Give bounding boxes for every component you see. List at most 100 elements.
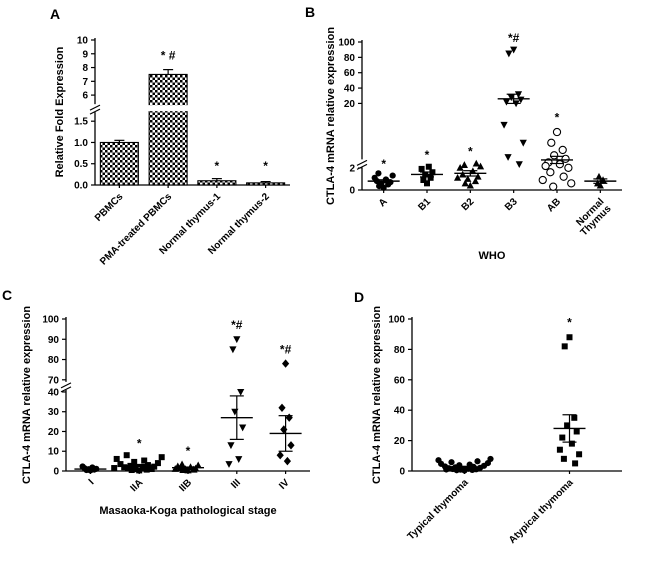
triangle-down-marker (227, 442, 235, 450)
square-marker (573, 428, 580, 435)
significance-annotation: * # (161, 48, 176, 62)
square-marker (158, 454, 165, 461)
x-category-label: PBMCs (93, 191, 126, 224)
triangle-marker (472, 159, 480, 167)
circle-marker (375, 170, 382, 177)
square-marker (117, 461, 124, 468)
y-tick-label: 80 (48, 355, 60, 366)
triangle-down-marker (229, 346, 237, 354)
square-marker (141, 457, 148, 464)
axis-break-slash (356, 159, 368, 166)
diamond-marker (283, 456, 291, 466)
significance-annotation: * (468, 144, 473, 158)
triangle-marker (466, 181, 474, 189)
triangle-down-marker (504, 154, 512, 161)
y-tick-label: 100 (42, 315, 59, 326)
axes: 0 2 20 40 60 80 100 A B1 B2 B3 AB NormalThymus (338, 38, 622, 238)
square-marker (121, 464, 128, 471)
triangle-marker (464, 175, 472, 182)
axes: 0 20 40 60 80 100 Typical thymoma Atypical thym… (388, 315, 622, 546)
y-tick-label: 40 (394, 406, 406, 417)
x-category-label: B3 (503, 196, 520, 213)
square-marker (136, 467, 143, 474)
significance-annotation: * (567, 316, 572, 330)
x-category-label: B1 (416, 196, 433, 213)
circle-marker (435, 457, 442, 464)
y-tick-label: 0.0 (74, 181, 88, 192)
axis-break-slash (60, 386, 72, 393)
square-marker (561, 343, 568, 350)
y-tick-label: 20 (394, 436, 406, 447)
diamond-marker (280, 425, 288, 434)
panel-d-plot: 0 20 40 60 80 100 Typical thymoma Atypical thym… (388, 315, 622, 546)
square-marker (123, 452, 130, 459)
square-marker (427, 174, 434, 181)
panel-d-letter: D (354, 289, 365, 305)
y-tick-label: 20 (344, 99, 356, 110)
square-marker (564, 422, 571, 429)
panel-b-x-axis-title: WHO (478, 250, 506, 262)
y-tick-label: 80 (344, 53, 356, 64)
y-tick-label: 6 (82, 91, 88, 102)
square-marker (560, 455, 567, 462)
circle-marker (371, 174, 378, 181)
x-category-label: IIA (129, 477, 146, 494)
y-tick-label: 7 (82, 77, 88, 88)
significance-annotation: * (263, 159, 268, 173)
square-marker (154, 460, 161, 467)
y-tick-label: 20 (48, 427, 60, 438)
y-tick-label: 2 (349, 163, 355, 174)
y-tick-label: 8 (82, 63, 88, 74)
significance-annotation: *# (231, 318, 243, 332)
square-marker (556, 446, 563, 453)
y-tick-label: 100 (388, 315, 405, 326)
panel-b: B CTLA-4 mRNA relative expression 0 2 20 40… (300, 0, 650, 281)
circle-marker (474, 458, 481, 465)
square-marker (424, 180, 430, 187)
x-category-label: NormalThymus (572, 196, 614, 238)
square-marker (418, 165, 425, 172)
panel-c-letter: C (2, 287, 13, 303)
y-tick-label: 60 (394, 375, 406, 386)
significance-annotation: * (186, 444, 191, 458)
triangle-down-marker (519, 139, 527, 147)
triangle-down-marker (233, 336, 241, 344)
data-layer (367, 46, 617, 191)
panel-d: D CTLA-4 mRNA relative expression 0 20 40 6… (340, 281, 650, 561)
y-tick-label: 70 (48, 375, 60, 386)
square-marker (576, 451, 583, 458)
diamond-marker (287, 441, 295, 450)
square-marker (420, 177, 427, 184)
axis-break-slash (89, 104, 101, 111)
circle-marker (448, 459, 455, 466)
circle-marker (443, 466, 450, 473)
significance-annotation: * (381, 157, 386, 171)
square-marker (139, 464, 146, 471)
bar (148, 73, 188, 186)
x-category-label: III (229, 477, 243, 491)
open-circle-marker (558, 145, 567, 155)
open-circle-marker (541, 161, 550, 171)
y-tick-label: 60 (344, 68, 356, 79)
bar (99, 141, 139, 186)
axis-break-band (96, 105, 290, 112)
diamond-marker (285, 413, 293, 422)
open-circle-marker (561, 154, 570, 164)
open-circle-marker (538, 175, 547, 185)
square-marker (425, 163, 432, 170)
significance-annotation: * (555, 110, 560, 124)
square-marker (113, 455, 120, 462)
square-marker (559, 434, 566, 441)
triangle-marker (171, 465, 179, 472)
triangle-down-marker (505, 50, 513, 58)
x-category-label: A (377, 196, 390, 209)
square-marker (128, 467, 135, 474)
y-tick-label: 0 (399, 467, 405, 478)
y-tick-label: 80 (394, 345, 406, 356)
axis-break-slash (60, 382, 72, 389)
triangle-down-marker (235, 456, 243, 463)
significance-annotation: * (425, 148, 430, 162)
y-tick-label: 0 (53, 467, 59, 478)
